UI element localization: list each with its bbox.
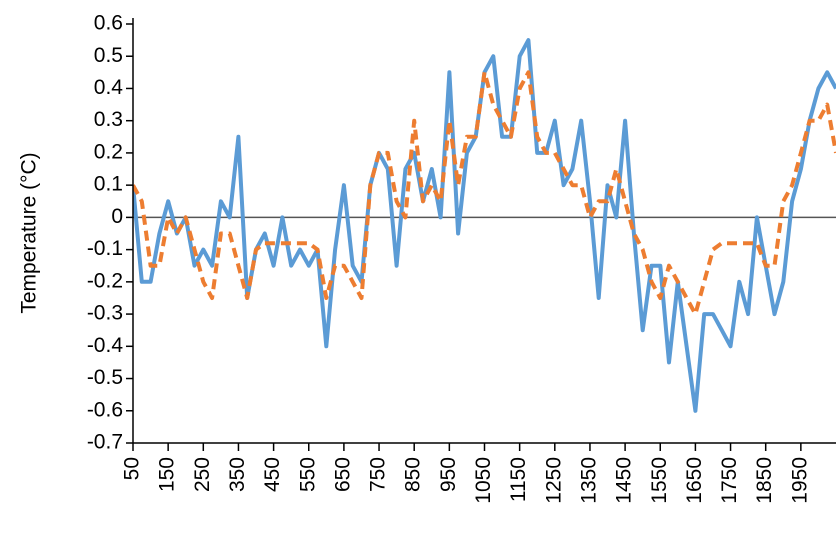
y-tick-label: -0.1: [87, 237, 123, 260]
y-tick-label: -0.4: [87, 334, 124, 357]
x-tick-label: 1450: [613, 457, 636, 504]
x-tick-label: 1050: [472, 457, 495, 504]
x-tick-label: 550: [296, 457, 319, 492]
y-tick-label: 0.1: [94, 173, 123, 196]
y-tick-label: 0.4: [94, 76, 124, 99]
x-tick-label: 1750: [718, 457, 741, 504]
x-tick-label: 650: [331, 457, 354, 492]
x-tick-label: 1250: [542, 457, 565, 504]
y-tick-label: -0.2: [87, 269, 123, 292]
y-tick-label: -0.6: [87, 398, 123, 421]
y-tick-label: -0.7: [87, 431, 123, 454]
series-line: [133, 70, 836, 317]
y-tick-label: 0: [111, 205, 123, 228]
y-tick-label: 0.5: [94, 44, 123, 67]
x-tick-label: 1550: [648, 457, 671, 504]
plot-lines: [133, 38, 836, 413]
y-tick-label: 0.3: [94, 108, 123, 131]
x-tick-label: 1950: [788, 457, 811, 504]
x-tick-label: 850: [402, 457, 425, 492]
y-tick-label: 0.2: [94, 140, 123, 163]
series-line: [133, 38, 836, 413]
y-tick-label: -0.3: [87, 302, 123, 325]
x-tick-label: 950: [437, 457, 460, 492]
y-tick-label: 0.6: [94, 12, 123, 35]
x-tick-label: 50: [121, 457, 144, 480]
x-tick-label: 1350: [577, 457, 600, 504]
x-tick-label: 1650: [683, 457, 706, 504]
x-tick-label: 1850: [753, 457, 776, 504]
x-tick-label: 350: [226, 457, 249, 492]
x-tick-label: 1150: [507, 457, 530, 502]
x-tick-label: 150: [156, 457, 179, 492]
y-axis-label: Temperature (°C): [18, 152, 41, 313]
x-tick-label: 450: [261, 457, 284, 492]
y-tick-label: -0.5: [87, 366, 123, 389]
x-tick-label: 250: [191, 457, 214, 492]
x-tick-label: 750: [367, 457, 390, 492]
